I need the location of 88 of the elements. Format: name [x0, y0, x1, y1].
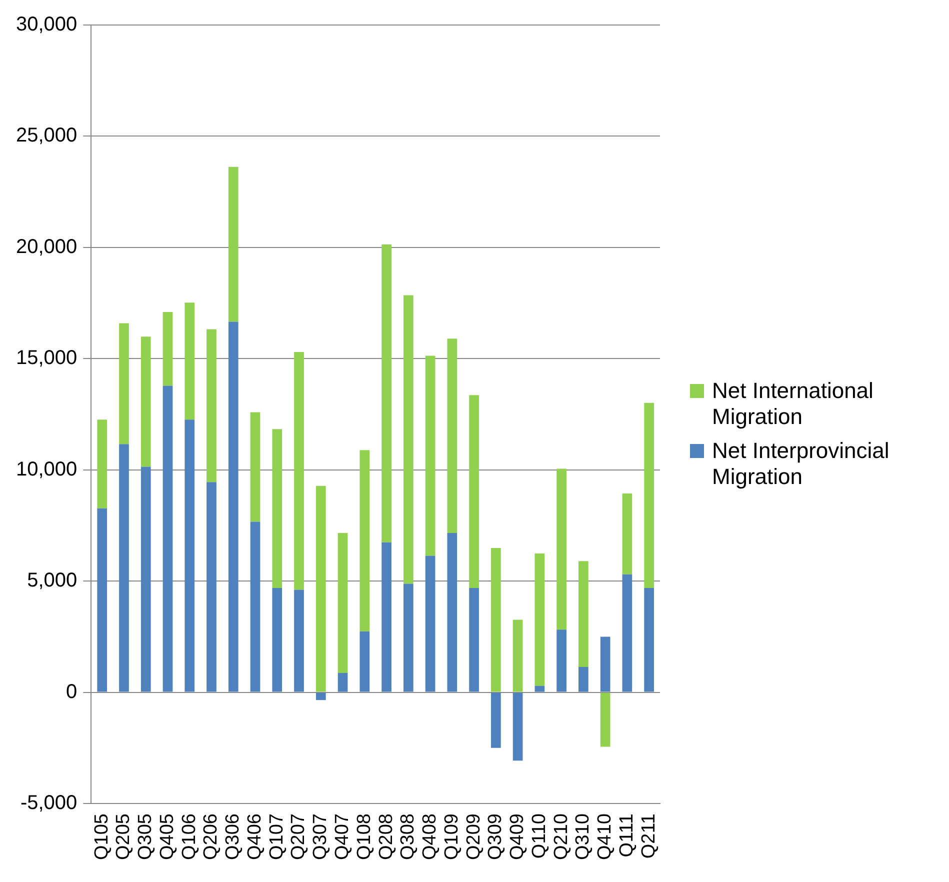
- bar: [600, 636, 610, 692]
- x-tick-label: Q211: [638, 814, 660, 859]
- y-tick-label: 5,000: [27, 570, 78, 592]
- bar: [360, 450, 370, 632]
- bar: [512, 692, 523, 761]
- legend-label: Net Interprovincial Migration: [712, 438, 890, 490]
- y-tick-label: 20,000: [16, 236, 78, 258]
- bar: [228, 322, 238, 692]
- bar: [600, 692, 610, 747]
- bar: [556, 630, 566, 692]
- bar: [316, 692, 326, 700]
- x-tick-label: Q310: [572, 814, 594, 860]
- bar: [206, 329, 216, 482]
- bar: [250, 522, 260, 692]
- x-tick-label: Q205: [113, 814, 134, 860]
- x-tick-label: Q305: [135, 814, 156, 860]
- bar: [162, 386, 173, 692]
- bar: [97, 420, 108, 508]
- bar: [622, 493, 632, 574]
- bar: [512, 620, 523, 692]
- bar: [250, 412, 260, 522]
- bar: [338, 672, 348, 692]
- bar: [140, 336, 151, 467]
- bar: [272, 588, 282, 692]
- bar: [534, 686, 545, 692]
- x-tick-label: Q207: [288, 814, 310, 860]
- bar: [490, 548, 501, 692]
- bar: [425, 356, 436, 556]
- bar: [490, 692, 501, 748]
- bar: [140, 466, 151, 692]
- y-tick-label: -5,000: [20, 792, 78, 814]
- bar: [469, 395, 479, 588]
- bar: [644, 402, 654, 588]
- bar: [338, 533, 348, 673]
- bar: [228, 166, 238, 322]
- x-tick-label: Q307: [310, 814, 332, 860]
- x-tick-label: Q407: [332, 814, 354, 860]
- x-tick-label: Q106: [178, 814, 200, 860]
- bar: [382, 542, 392, 692]
- x-tick-label: Q206: [200, 814, 222, 860]
- bar: [119, 444, 129, 692]
- bar: [184, 302, 195, 420]
- x-tick-label: Q210: [550, 814, 572, 860]
- bar: [578, 561, 588, 667]
- x-tick-label: Q306: [222, 814, 244, 860]
- bar: [316, 486, 326, 692]
- x-tick-label: Q107: [266, 814, 288, 860]
- bar: [534, 554, 545, 686]
- x-tick-label: Q405: [156, 814, 178, 860]
- bar: [578, 666, 588, 692]
- bar: [644, 588, 654, 692]
- x-tick-label: Q408: [420, 814, 441, 860]
- x-tick-label: Q209: [463, 814, 484, 860]
- bar: [403, 584, 414, 692]
- x-tick-label: Q108: [354, 814, 375, 860]
- bar: [162, 312, 173, 386]
- y-tick-label: 0: [66, 680, 78, 703]
- bar: [294, 590, 304, 692]
- x-tick-label: Q110: [528, 814, 550, 859]
- x-tick-label: Q208: [376, 814, 397, 860]
- x-tick-label: Q410: [594, 814, 616, 860]
- y-tick-label: 30,000: [16, 14, 78, 36]
- bar: [119, 323, 129, 444]
- bar: [206, 482, 216, 692]
- x-tick-label: Q308: [398, 814, 419, 860]
- bar: [447, 533, 458, 692]
- y-tick-label: 25,000: [16, 124, 78, 147]
- bar: [447, 338, 458, 534]
- x-tick-label: Q409: [507, 814, 528, 860]
- y-tick-label: 15,000: [16, 347, 78, 370]
- legend-label: Net International Migration: [712, 378, 874, 430]
- bar: [556, 468, 566, 630]
- bar: [184, 420, 195, 692]
- x-tick-label: Q309: [485, 814, 506, 860]
- x-tick-label: Q406: [244, 814, 266, 860]
- bar: [469, 588, 479, 692]
- x-tick-label: Q109: [441, 814, 462, 860]
- y-tick-label: 10,000: [16, 458, 78, 480]
- x-tick-label: Q111: [616, 814, 638, 858]
- bar: [272, 429, 282, 588]
- bar: [622, 574, 632, 692]
- x-tick-label: Q105: [91, 814, 112, 860]
- bar: [403, 295, 414, 584]
- bar: [425, 556, 436, 692]
- bar: [97, 508, 108, 692]
- bar: [360, 631, 370, 692]
- bar: [382, 244, 392, 542]
- bar: [294, 352, 304, 590]
